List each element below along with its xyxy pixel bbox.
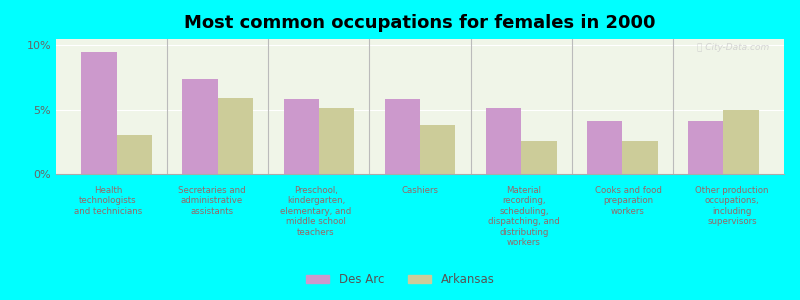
Text: Preschool,
kindergarten,
elementary, and
middle school
teachers: Preschool, kindergarten, elementary, and… (280, 186, 352, 237)
Bar (723, 110, 758, 174)
Bar (688, 121, 723, 174)
Bar (420, 125, 455, 174)
Text: ⓘ City-Data.com: ⓘ City-Data.com (697, 43, 770, 52)
Text: Cooks and food
preparation
workers: Cooks and food preparation workers (594, 186, 662, 216)
Bar (622, 141, 658, 174)
Bar (587, 121, 622, 174)
Bar (117, 135, 152, 174)
Text: Cashiers: Cashiers (402, 186, 438, 195)
Bar (283, 99, 319, 174)
Text: Other production
occupations,
including
supervisors: Other production occupations, including … (695, 186, 769, 226)
Bar (521, 141, 557, 174)
Bar (319, 108, 354, 174)
Legend: Des Arc, Arkansas: Des Arc, Arkansas (301, 269, 499, 291)
Bar (82, 52, 117, 174)
Text: Secretaries and
administrative
assistants: Secretaries and administrative assistant… (178, 186, 246, 216)
Bar (182, 79, 218, 174)
Bar (218, 98, 253, 174)
Title: Most common occupations for females in 2000: Most common occupations for females in 2… (184, 14, 656, 32)
Text: Health
technologists
and technicians: Health technologists and technicians (74, 186, 142, 216)
Text: Material
recording,
scheduling,
dispatching, and
distributing
workers: Material recording, scheduling, dispatch… (488, 186, 560, 247)
Bar (486, 108, 521, 174)
Bar (385, 99, 420, 174)
